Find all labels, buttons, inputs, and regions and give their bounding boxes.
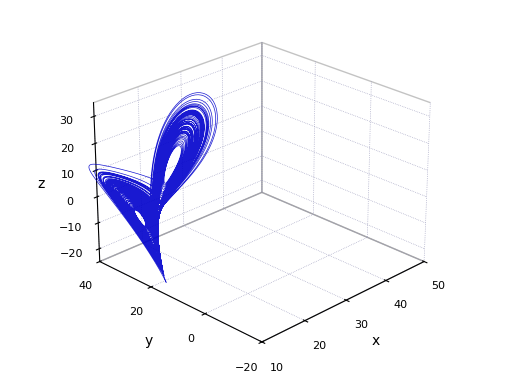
Y-axis label: y: y bbox=[144, 334, 153, 348]
X-axis label: x: x bbox=[371, 334, 379, 348]
